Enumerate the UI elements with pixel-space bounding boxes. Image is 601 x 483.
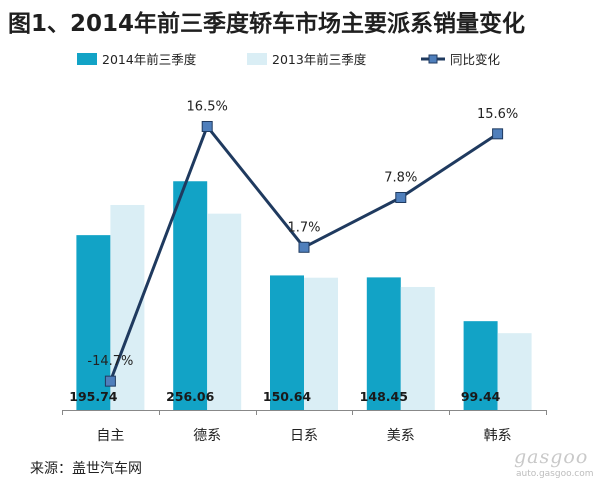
legend-2013-label: 2013年前三季度 bbox=[272, 52, 367, 67]
yoy-marker-3 bbox=[395, 191, 407, 203]
legend-yoy-label: 同比变化 bbox=[450, 52, 501, 67]
yoy-value-label-2: 1.7% bbox=[287, 220, 320, 235]
bar-2014-1 bbox=[173, 181, 208, 410]
legend-2013-swatch bbox=[247, 53, 267, 65]
yoy-marker-2 bbox=[298, 241, 310, 253]
bar-2013-4 bbox=[497, 333, 532, 410]
watermark-logo: gasgoo auto.gasgoo.com bbox=[496, 438, 596, 482]
watermark-brand: gasgoo bbox=[514, 446, 589, 468]
bar-2014-4 bbox=[463, 321, 498, 410]
yoy-marker-1 bbox=[201, 120, 213, 132]
x-tick-label-1: 德系 bbox=[193, 428, 221, 444]
yoy-value-label-1: 16.5% bbox=[187, 99, 228, 114]
bar-2014-0 bbox=[76, 235, 111, 410]
x-tick-label-2: 日系 bbox=[290, 428, 318, 444]
yoy-value-label-3: 7.8% bbox=[384, 170, 417, 185]
bar-value-label-0: 195.74 bbox=[69, 389, 118, 404]
legend-yoy-marker bbox=[428, 54, 438, 64]
bar-value-label-4: 99.44 bbox=[461, 389, 501, 404]
legend-2014-swatch bbox=[77, 53, 97, 65]
x-tick-label-4: 韩系 bbox=[484, 428, 512, 444]
yoy-value-label-0: -14.7% bbox=[87, 354, 133, 369]
chart-title: 图1、2014年前三季度轿车市场主要派系销量变化 bbox=[8, 11, 526, 37]
bar-value-label-2: 150.64 bbox=[263, 389, 312, 404]
yoy-marker-4 bbox=[492, 128, 504, 140]
legend-2014-label: 2014年前三季度 bbox=[102, 52, 197, 67]
bar-2014-3 bbox=[366, 277, 401, 410]
watermark-url: auto.gasgoo.com bbox=[516, 469, 594, 479]
source-note: 来源：盖世汽车网 bbox=[30, 461, 142, 477]
x-tick-label-0: 自主 bbox=[96, 428, 124, 444]
bar-2014-2 bbox=[270, 275, 304, 410]
bar-value-label-1: 256.06 bbox=[166, 389, 215, 404]
bar-2013-1 bbox=[207, 213, 242, 410]
yoy-marker-0 bbox=[104, 375, 116, 387]
yoy-value-label-4: 15.6% bbox=[477, 107, 518, 122]
bar-value-label-3: 148.45 bbox=[360, 389, 408, 404]
bar-2013-2 bbox=[304, 277, 338, 410]
bar-2013-3 bbox=[400, 286, 435, 410]
x-tick-label-3: 美系 bbox=[387, 428, 415, 444]
